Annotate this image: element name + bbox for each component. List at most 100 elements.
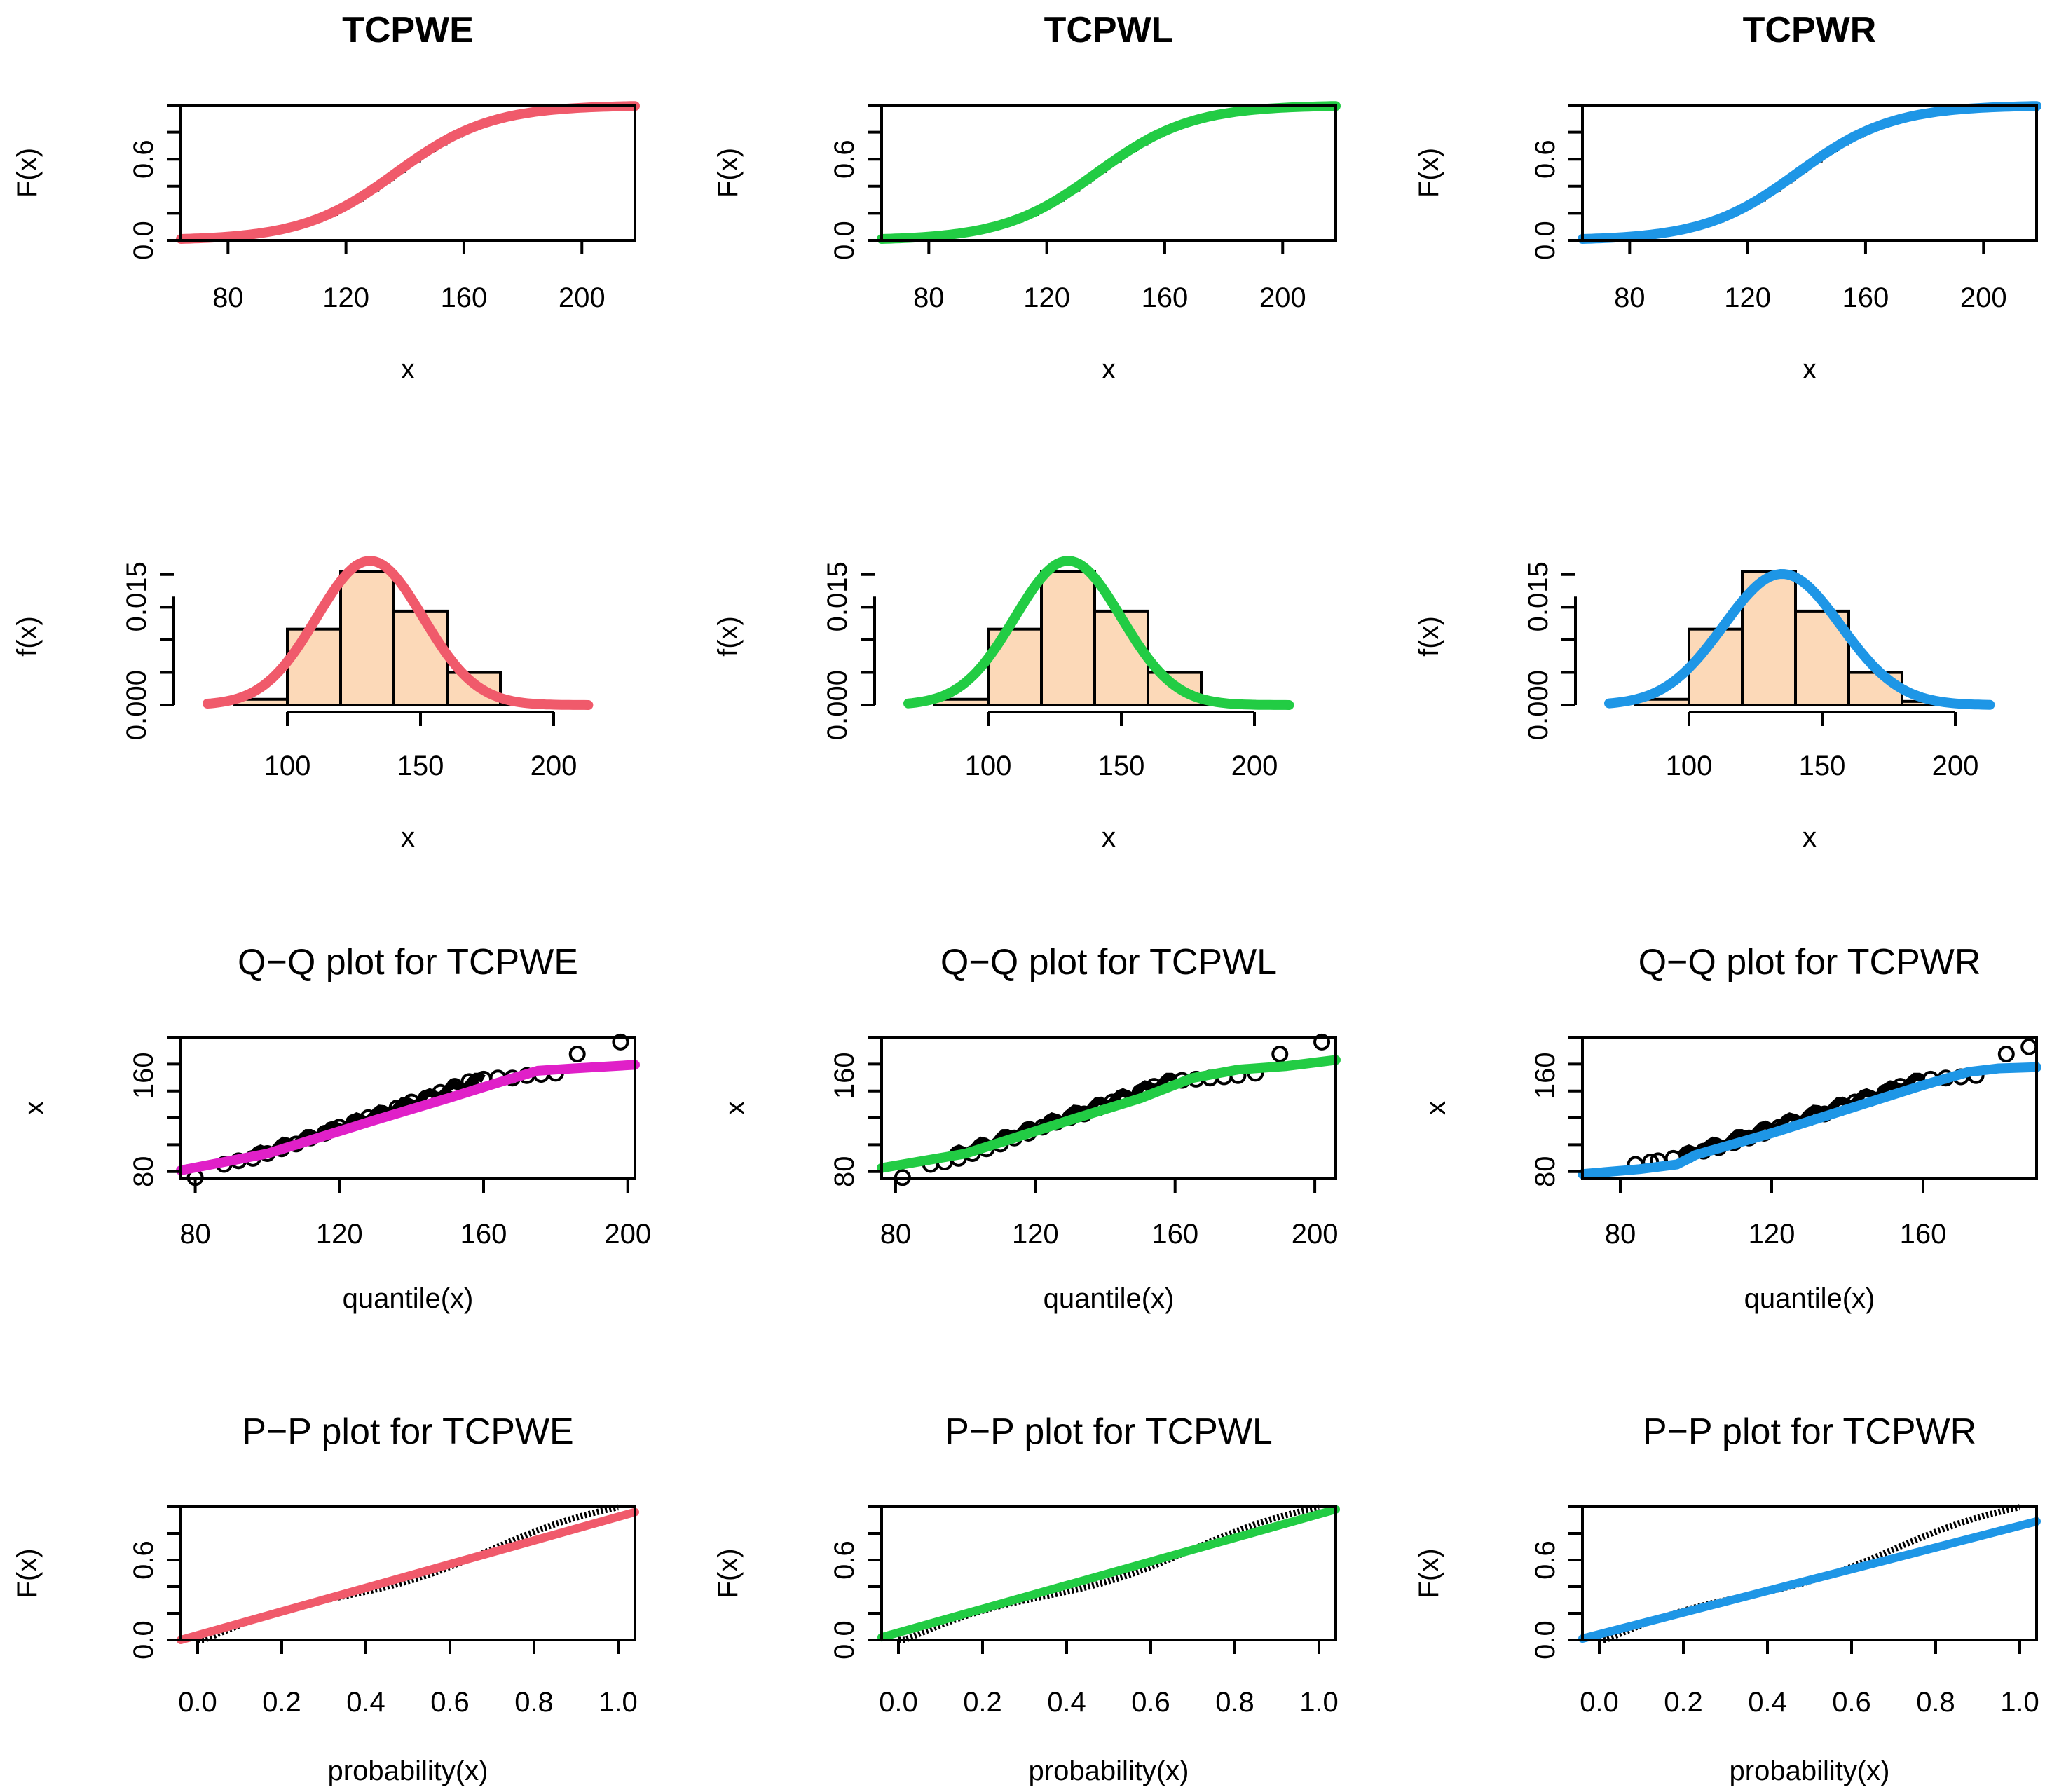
- y-tick-label: 0.6: [829, 139, 860, 179]
- fitted-cdf-line: [1578, 101, 2041, 244]
- x-tick-label: 100: [1666, 751, 1713, 781]
- y-tick-label: 0.0: [829, 221, 860, 260]
- panel-hist-TCPWE: 100 150 200 0.000 0.015 x f(x): [12, 556, 594, 853]
- y-tick-label: 0.000: [121, 670, 152, 740]
- empirical-cdf-steps: [181, 103, 637, 242]
- y-axis-label: F(x): [713, 148, 744, 198]
- x-axis-label: x: [1102, 354, 1116, 385]
- y-axis-label: F(x): [1414, 1548, 1444, 1598]
- y-tick-label: 0.0: [128, 221, 159, 260]
- y-tick-label: 160: [1530, 1052, 1561, 1099]
- x-tick-label: 150: [1799, 751, 1846, 781]
- fitted-cdf-line: [176, 101, 640, 244]
- qq-point: [1271, 1045, 1289, 1062]
- y-tick-label: 0.0: [1530, 1620, 1561, 1660]
- y-tick-label: 0.000: [1523, 670, 1554, 740]
- y-tick-label: 0.6: [128, 139, 159, 179]
- fitted-qq-line: [176, 1060, 640, 1175]
- panel-qq-TCPWR: Q−Q plot for TCPWR 80 120 160 80 160 quantile(…: [1421, 942, 2041, 1314]
- y-tick-label: 0.6: [1530, 139, 1561, 179]
- panel-pp-TCPWE: P−P plot for TCPWE 0.0 0.2 0.4 0.6 0.8 1.0 0.0 0…: [12, 1411, 639, 1786]
- x-tick-label: 200: [531, 751, 577, 781]
- plot-frame: [880, 1505, 1337, 1641]
- plot-frame: [179, 104, 636, 242]
- fitted-pp-line: [877, 1505, 1340, 1642]
- plot-frame: [179, 1505, 636, 1641]
- x-tick-label: 80: [179, 1219, 211, 1250]
- x-tick-label: 200: [1932, 751, 1979, 781]
- plot-frame: [1581, 104, 2038, 242]
- x-tick-label: 100: [264, 751, 311, 781]
- y-axis-label: x: [720, 1101, 751, 1115]
- x-tick-label: 80: [1614, 282, 1646, 313]
- y-tick-label: 80: [1530, 1156, 1561, 1187]
- plot-frame: [179, 1036, 636, 1180]
- y-axis-label: f(x): [1414, 616, 1444, 657]
- panel-title: Q−Q plot for TCPWE: [238, 942, 578, 983]
- panel-hist-TCPWL: 100 150 200 0.000 0.015 x f(x): [713, 556, 1294, 853]
- x-tick-label: 160: [1142, 282, 1189, 313]
- fitted-pp-line: [1578, 1517, 2041, 1643]
- qq-point: [2020, 1038, 2038, 1055]
- y-axis-label: f(x): [12, 616, 43, 657]
- y-axis-label: F(x): [1414, 148, 1444, 198]
- y-tick-label: 0.0: [1530, 221, 1561, 260]
- x-tick-label: 160: [460, 1219, 507, 1250]
- panel-qq-TCPWL: Q−Q plot for TCPWL 80 120 160 200 80 160 quanti…: [720, 942, 1341, 1314]
- x-tick-label: 200: [559, 282, 606, 313]
- y-axis-label: F(x): [12, 148, 43, 198]
- x-tick-label: 80: [212, 282, 244, 313]
- x-tick-label: 100: [965, 751, 1012, 781]
- x-tick-label: 160: [1151, 1219, 1198, 1250]
- x-tick-label: 0.6: [430, 1687, 470, 1718]
- x-tick-label: 80: [1605, 1219, 1636, 1250]
- x-tick-label: 120: [322, 282, 369, 313]
- qq-point: [1997, 1045, 2015, 1062]
- panel-title: Q−Q plot for TCPWL: [940, 942, 1277, 983]
- qq-point: [612, 1033, 629, 1051]
- x-tick-label: 0.4: [1047, 1687, 1086, 1718]
- x-tick-label: 160: [1842, 282, 1889, 313]
- plot-frame: [1581, 1036, 2038, 1180]
- x-tick-label: 150: [1098, 751, 1145, 781]
- x-tick-label: 0.2: [262, 1687, 301, 1718]
- fitted-pp-line: [177, 1507, 639, 1644]
- y-axis-label: F(x): [713, 1548, 744, 1598]
- x-axis-label: probability(x): [1730, 1756, 1890, 1786]
- empirical-cdf-steps: [882, 103, 1338, 242]
- x-tick-label: 1.0: [1299, 1687, 1339, 1718]
- x-tick-label: 0.2: [963, 1687, 1002, 1718]
- panel-title: TCPWE: [342, 10, 474, 50]
- x-tick-label: 0.8: [514, 1687, 554, 1718]
- x-tick-label: 200: [604, 1219, 651, 1250]
- x-tick-label: 1.0: [598, 1687, 638, 1718]
- x-tick-label: 0.2: [1664, 1687, 1703, 1718]
- x-tick-label: 120: [1023, 282, 1070, 313]
- x-tick-label: 160: [1900, 1219, 1947, 1250]
- y-tick-label: 0.000: [822, 670, 853, 740]
- y-tick-label: 160: [128, 1052, 159, 1099]
- qq-point: [1313, 1033, 1331, 1051]
- y-tick-label: 160: [829, 1052, 860, 1099]
- x-tick-label: 200: [1259, 282, 1306, 313]
- y-tick-label: 0.015: [822, 561, 853, 631]
- y-axis-label: x: [1421, 1101, 1451, 1115]
- y-axis-label: f(x): [713, 616, 744, 657]
- panel-hist-TCPWR: 100 150 200 0.000 0.015 x f(x): [1414, 561, 1995, 853]
- x-axis-label: x: [1803, 354, 1817, 385]
- y-tick-label: 80: [829, 1156, 860, 1187]
- panel-pp-TCPWL: P−P plot for TCPWL 0.0 0.2 0.4 0.6 0.8 1.0 0.0 0…: [713, 1411, 1340, 1786]
- y-tick-label: 80: [128, 1156, 159, 1187]
- empirical-cdf-steps: [1582, 103, 2039, 242]
- panel-title: P−P plot for TCPWR: [1643, 1411, 1976, 1452]
- y-tick-label: 0.6: [829, 1540, 860, 1580]
- x-tick-label: 0.0: [178, 1687, 217, 1718]
- fitted-density-line: [1604, 568, 1995, 710]
- fitted-qq-line: [1578, 1062, 2041, 1179]
- panel-cdf-TCPWE: TCPWE 80 120 160 200 0.0 0.6 x F(x): [12, 10, 640, 385]
- x-tick-label: 0.4: [1748, 1687, 1787, 1718]
- x-tick-label: 120: [1724, 282, 1771, 313]
- panel-qq-TCPWE: Q−Q plot for TCPWE 80 120 160 200 80 160 quanti…: [19, 942, 651, 1314]
- panel-cdf-TCPWR: TCPWR 80 120 160 200 0.0 0.6 x F(x): [1414, 10, 2041, 385]
